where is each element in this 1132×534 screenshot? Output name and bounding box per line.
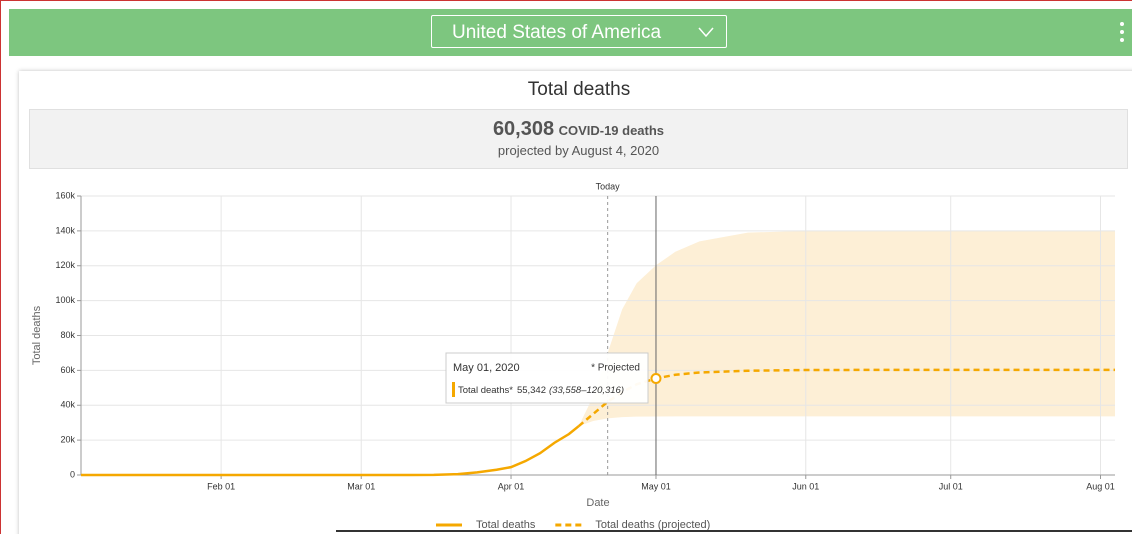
- tooltip: May 01, 2020 * Projected Total deaths* 55,3…: [445, 352, 649, 404]
- summary-unit: COVID-19 deaths: [558, 123, 665, 138]
- y-tick-label: 160k: [55, 190, 75, 200]
- x-axis-label: Date: [586, 497, 609, 509]
- legend-label: Total deaths: [476, 519, 536, 531]
- tooltip-swatch: [452, 382, 455, 397]
- top-bar: United States of America: [9, 9, 1132, 56]
- tooltip-range: (33,558–120,316): [549, 385, 624, 396]
- summary: 60,308 COVID-19 deaths projected by Augu…: [29, 109, 1128, 169]
- x-tick-label: Jun 01: [792, 481, 819, 491]
- tooltip-flag: * Projected: [591, 363, 640, 374]
- chart-title: Total deaths: [527, 79, 631, 100]
- y-tick-label: 60k: [60, 365, 75, 375]
- hover-point: [650, 372, 662, 384]
- summary-note: projected by August 4, 2020: [497, 143, 660, 158]
- tooltip-line: Total deaths* 55,342 (33,558–120,316): [458, 385, 624, 396]
- tooltip-date: May 01, 2020: [453, 362, 520, 374]
- tooltip-box: [445, 352, 649, 404]
- series-line: [81, 425, 580, 477]
- y-tick-label: 20k: [60, 435, 75, 445]
- card: Total deaths 60,308 COVID-19 deaths proj…: [19, 71, 1132, 534]
- uncertainty-band: [578, 230, 1115, 427]
- x-tick-label: Jul 01: [939, 481, 963, 491]
- summary-value: 60,308: [492, 118, 555, 140]
- country-dropdown[interactable]: United States of America: [431, 15, 727, 48]
- x-tick-label: Apr 01: [498, 481, 525, 491]
- x-tick-label: Mar 01: [347, 481, 375, 491]
- y-tick-label: 100k: [55, 295, 75, 305]
- y-tick-label: 80k: [60, 330, 75, 340]
- y-tick-label: 0: [70, 469, 75, 479]
- dropdown-arrow: [698, 27, 714, 38]
- y-axis-label: Total deaths: [31, 305, 43, 365]
- country: United States of America: [452, 22, 662, 43]
- legend-label: Total deaths (projected): [595, 519, 710, 531]
- y-tick-label: 120k: [55, 260, 75, 270]
- x-tick-label: May 01: [641, 481, 671, 491]
- y-tick-label: 140k: [55, 225, 75, 235]
- tooltip-value: 55,342: [517, 385, 546, 396]
- tooltip-name: Total deaths*: [458, 385, 513, 396]
- x-tick-label: Aug 01: [1086, 481, 1115, 491]
- today-label: Today: [596, 181, 621, 191]
- menu-button[interactable]: [1119, 21, 1125, 43]
- x-tick-label: Feb 01: [207, 481, 235, 491]
- y-tick-label: 40k: [60, 400, 75, 410]
